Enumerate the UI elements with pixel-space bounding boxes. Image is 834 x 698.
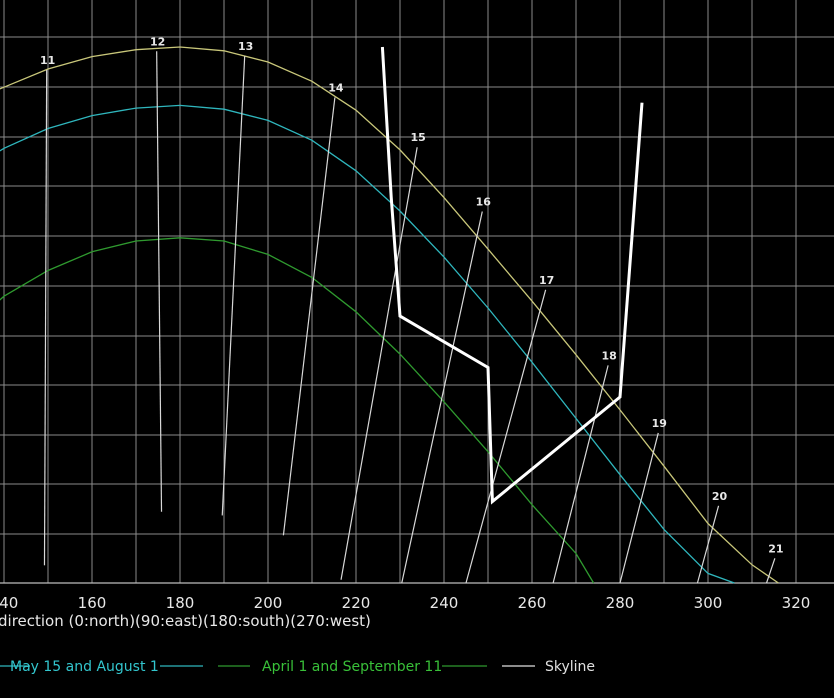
hour-line-14 (282, 97, 336, 536)
hour-line-17 (465, 289, 547, 584)
x-axis-ticks: 140 160 180 200 220 240 260 280 300 320 (0, 594, 810, 612)
grid (0, 0, 834, 584)
hour-label-14: 14 (328, 81, 344, 94)
hour-label-16: 16 (476, 196, 492, 209)
x-tick-label-320: 320 (782, 594, 811, 612)
hour-line-21 (765, 558, 776, 584)
x-tick-label-260: 260 (518, 594, 547, 612)
hour-line-15 (340, 147, 418, 580)
legend: May 15 and August 1 April 1 and September… (0, 659, 595, 675)
x-tick-label-180: 180 (166, 594, 195, 612)
series-may-aug (0, 104, 735, 584)
hour-label-20: 20 (712, 490, 728, 503)
hour-label-21: 21 (768, 542, 783, 555)
x-tick-label-240: 240 (430, 594, 459, 612)
hour-line-19 (619, 432, 659, 584)
x-tick-label-140: 140 (0, 594, 18, 612)
x-tick-label-200: 200 (254, 594, 283, 612)
legend-label-may-aug: May 15 and August 1 (10, 659, 159, 675)
legend-label-skyline: Skyline (545, 659, 595, 675)
legend-label-apr-sep: April 1 and September 11 (262, 659, 442, 675)
x-tick-label-220: 220 (342, 594, 371, 612)
x-tick-label-160: 160 (78, 594, 107, 612)
hour-line-18 (552, 365, 609, 584)
hour-line-20 (696, 505, 720, 584)
hour-line-12 (156, 51, 163, 512)
hour-line-11 (43, 70, 48, 566)
hour-line-13 (221, 56, 246, 516)
x-axis-title: direction (0:north)(90:east)(180:south)(… (0, 612, 371, 630)
series-apr-sep (0, 237, 595, 584)
hour-line-16 (401, 211, 483, 584)
sun-path-curves (0, 46, 779, 584)
hour-label-13: 13 (238, 40, 253, 53)
x-tick-label-280: 280 (606, 594, 635, 612)
hour-label-11: 11 (40, 54, 55, 67)
hour-label-12: 12 (150, 35, 165, 48)
hour-label-15: 15 (411, 131, 426, 144)
hour-label-18: 18 (601, 349, 616, 362)
skyline-layer (380, 46, 644, 505)
series-skyline (380, 46, 644, 505)
x-tick-label-300: 300 (694, 594, 723, 612)
hour-label-17: 17 (539, 274, 554, 287)
series-summer (0, 46, 779, 584)
hour-lines: 11 12 13 14 15 16 17 18 19 20 21 (40, 35, 784, 584)
hour-label-19: 19 (652, 417, 667, 430)
